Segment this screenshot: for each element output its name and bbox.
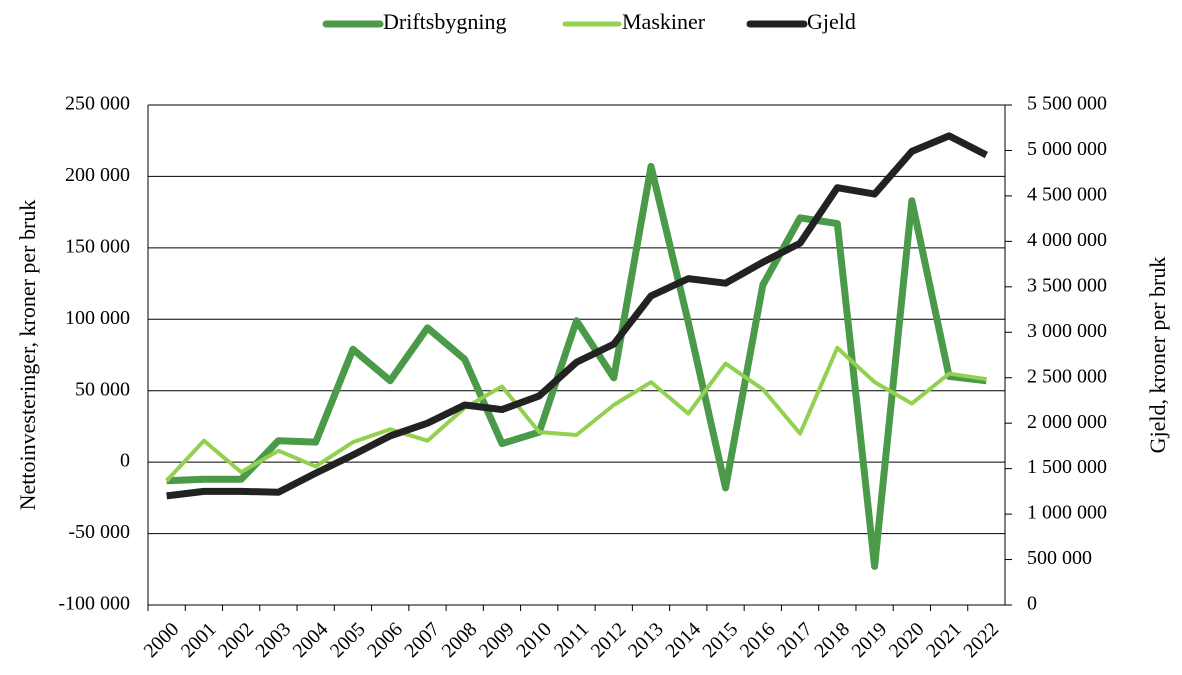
- y-tick-label: 250 000: [65, 93, 130, 115]
- legend-label: Driftsbygning: [383, 9, 506, 34]
- x-tick-label: 2009: [475, 618, 519, 662]
- y-tick-label: 150 000: [65, 235, 130, 257]
- y2-tick-label: 2 500 000: [1027, 365, 1107, 387]
- y2-axis-label: Gjeld, kroner per bruk: [1145, 257, 1170, 454]
- y-tick-label: 100 000: [65, 307, 130, 329]
- x-tick-label: 2002: [214, 618, 258, 662]
- x-tick-label: 2008: [438, 618, 482, 662]
- x-tick-label: 2010: [512, 618, 556, 662]
- y2-tick-label: 4 000 000: [1027, 229, 1107, 251]
- x-tick-label: 2005: [326, 618, 370, 662]
- x-tick-label: 2012: [587, 618, 631, 662]
- legend-label: Maskiner: [622, 9, 706, 34]
- y-tick-label: -100 000: [58, 593, 130, 615]
- x-tick-label: 2004: [289, 618, 333, 662]
- y-tick-label: 50 000: [75, 378, 130, 400]
- series-line: [166, 162, 987, 570]
- series-line: [165, 345, 987, 483]
- y-axis-label: Nettoinvesteringer, kroner per bruk: [15, 200, 40, 511]
- x-tick-label: 2013: [624, 618, 668, 662]
- x-tick-label: 2022: [959, 618, 1003, 662]
- series-line: [166, 132, 988, 500]
- y-tick-label: 200 000: [65, 164, 130, 186]
- x-tick-label: 2001: [177, 618, 221, 662]
- y2-tick-label: 5 000 000: [1027, 138, 1107, 160]
- x-tick-label: 2014: [661, 618, 705, 662]
- x-tick-label: 2006: [363, 618, 407, 662]
- x-tick-label: 2019: [848, 618, 892, 662]
- x-tick-label: 2020: [885, 618, 929, 662]
- x-tick-label: 2007: [400, 618, 444, 662]
- y-tick-label: -50 000: [68, 521, 130, 543]
- x-tick-label: 2018: [810, 618, 854, 662]
- y2-tick-label: 0: [1027, 593, 1037, 615]
- x-tick-label: 2016: [736, 618, 780, 662]
- x-tick-label: 2015: [698, 618, 742, 662]
- y2-tick-label: 500 000: [1027, 547, 1092, 569]
- x-tick-label: 2000: [140, 618, 184, 662]
- y2-tick-label: 3 500 000: [1027, 274, 1107, 296]
- y2-tick-label: 5 500 000: [1027, 93, 1107, 115]
- y2-tick-label: 1 500 000: [1027, 456, 1107, 478]
- legend-label: Gjeld: [807, 9, 856, 34]
- y2-tick-label: 4 500 000: [1027, 184, 1107, 206]
- y-tick-label: 0: [120, 450, 130, 472]
- x-tick-label: 2011: [550, 618, 593, 661]
- x-tick-label: 2017: [773, 618, 817, 662]
- y2-tick-label: 1 000 000: [1027, 502, 1107, 524]
- y2-tick-label: 2 000 000: [1027, 411, 1107, 433]
- y2-tick-label: 3 000 000: [1027, 320, 1107, 342]
- x-tick-label: 2021: [922, 618, 966, 662]
- x-tick-label: 2003: [251, 618, 295, 662]
